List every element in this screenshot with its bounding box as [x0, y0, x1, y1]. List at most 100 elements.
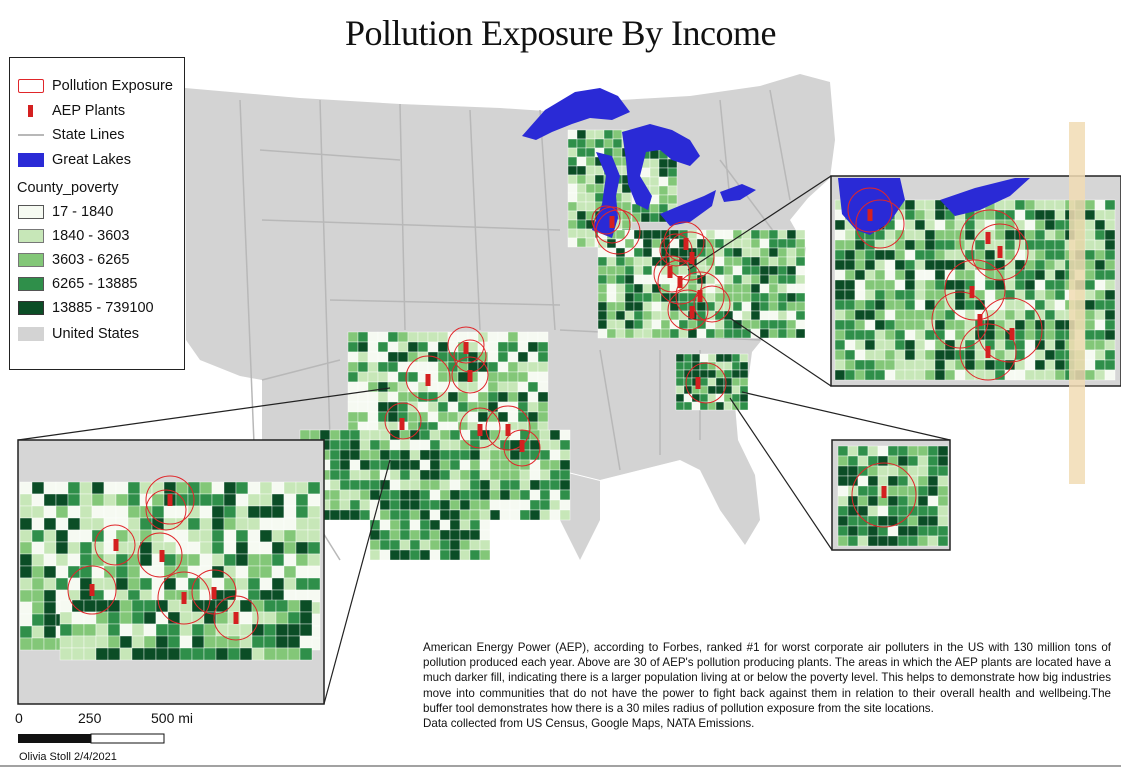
county-cell [768, 319, 779, 330]
inset-county-cell [19, 517, 33, 531]
county-cell [379, 539, 391, 551]
county-cell [732, 265, 743, 276]
county-cell [549, 509, 561, 521]
inset-county-cell [924, 329, 936, 341]
inset-county-cell [844, 359, 856, 371]
inset-county-cell [937, 465, 949, 477]
inset-county-cell [1004, 299, 1016, 311]
inset-county-cell [964, 229, 976, 241]
county-cell [597, 328, 608, 339]
inset-county-cell [155, 647, 169, 661]
inset-county-cell [864, 279, 876, 291]
county-cell [429, 469, 441, 481]
exposure-ring [667, 289, 709, 331]
inset-county-cell [175, 529, 189, 543]
inset-county-cell [79, 517, 93, 531]
county-cell [497, 351, 509, 363]
county-cell [732, 247, 743, 258]
inset-county-cell [43, 589, 57, 603]
inset-county-cell [1094, 209, 1106, 221]
county-cell [489, 459, 501, 471]
county-cell [409, 449, 421, 461]
author-credit: Olivia Stoll 2/4/2021 [19, 751, 117, 763]
county-cell [750, 265, 761, 276]
inset-county-cell [163, 529, 177, 543]
inset-county-cell [167, 635, 181, 649]
inset-county-cell [837, 495, 849, 507]
inset-county-cell [1044, 269, 1056, 281]
inset-county-cell [83, 647, 97, 661]
inset-county-cell [19, 565, 33, 579]
county-cell [467, 411, 479, 423]
inset-county-cell [211, 505, 225, 519]
county-cell [469, 459, 481, 471]
inset-county-cell [887, 535, 899, 547]
inset-county-cell [857, 445, 869, 457]
inset-county-cell [1044, 199, 1056, 211]
inset-county-cell [894, 229, 906, 241]
inset-county-cell [223, 553, 237, 567]
county-cell [369, 529, 381, 541]
county-cell [487, 361, 499, 373]
inset-county-cell [1084, 249, 1096, 261]
county-cell [429, 479, 441, 491]
county-cell [517, 371, 529, 383]
inset-county-cell [187, 529, 201, 543]
inset-county-cell [924, 199, 936, 211]
county-cell [576, 201, 587, 212]
county-cell [367, 341, 379, 353]
inset-county-cell [864, 369, 876, 381]
county-cell [399, 529, 411, 541]
county-cell [459, 499, 471, 511]
inset-county-cell [259, 517, 273, 531]
inset-county-cell [139, 541, 153, 555]
county-cell [732, 256, 743, 267]
county-cell [517, 351, 529, 363]
inset-county-cell [19, 601, 33, 615]
inset-county-cell [115, 481, 129, 495]
county-cell [649, 149, 660, 160]
county-cell [687, 319, 698, 330]
county-cell [409, 529, 421, 541]
inset-county-cell [857, 455, 869, 467]
inset-county-cell [864, 319, 876, 331]
inset-county-cell [179, 623, 193, 637]
county-cell [419, 469, 431, 481]
county-cell [369, 439, 381, 451]
inset-county-cell [844, 309, 856, 321]
inset-county-cell [1054, 239, 1066, 251]
inset-county-cell [994, 269, 1006, 281]
inset-county-cell [199, 481, 213, 495]
inset-county-cell [867, 505, 879, 517]
county-cell [658, 176, 669, 187]
county-cell [576, 192, 587, 203]
county-cell [567, 156, 578, 167]
inset-county-cell [307, 481, 321, 495]
inset-county-cell [259, 529, 273, 543]
county-cell [795, 274, 806, 285]
inset-county-cell [127, 493, 141, 507]
county-cell [675, 361, 685, 371]
county-cell [750, 256, 761, 267]
county-cell [642, 265, 653, 276]
inset-county-cell [854, 359, 866, 371]
inset-county-cell [167, 623, 181, 637]
county-cell [447, 411, 459, 423]
inset-county-cell [994, 219, 1006, 231]
inset-county-cell [59, 647, 73, 661]
inset-county-cell [924, 259, 936, 271]
inset-county-cell [235, 505, 249, 519]
inset-county-cell [844, 339, 856, 351]
county-cell [409, 459, 421, 471]
county-cell [429, 549, 441, 561]
county-cell [329, 449, 341, 461]
county-cell [517, 391, 529, 403]
county-cell [469, 539, 481, 551]
county-cell [499, 459, 511, 471]
inset-county-cell [307, 493, 321, 507]
inset-county-cell [55, 553, 69, 567]
exposure-ring [447, 326, 485, 364]
gray-fill-icon [18, 327, 44, 341]
inset-county-cell [927, 525, 939, 537]
inset-county-cell [295, 541, 309, 555]
